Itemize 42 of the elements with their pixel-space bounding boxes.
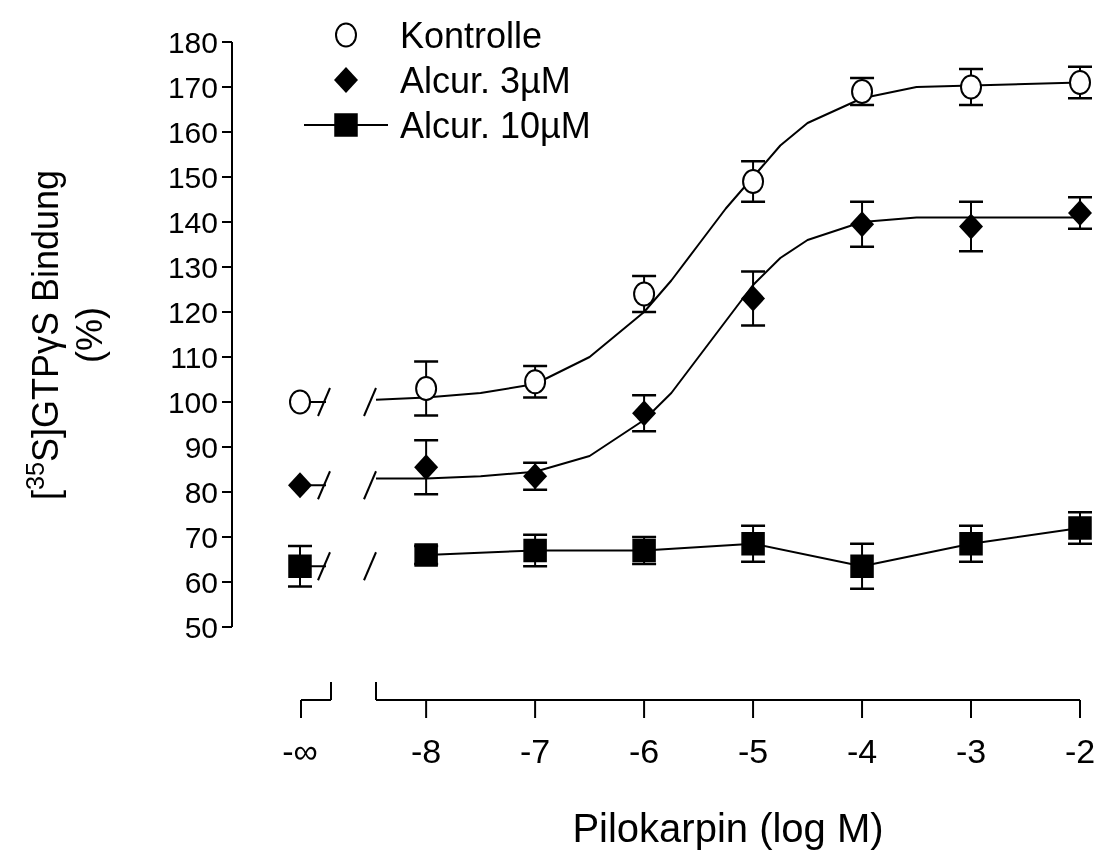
point	[1068, 516, 1092, 540]
x-tick-label: -∞	[282, 732, 318, 770]
legend-label: Alcur. 10µM	[400, 104, 591, 146]
y-tick-label: 180	[167, 25, 218, 59]
y-tick-label: 160	[167, 115, 218, 149]
y-tick-label: 50	[184, 610, 218, 644]
y-tick-label: 120	[167, 295, 218, 329]
y-tick-label: 130	[167, 250, 218, 284]
point	[741, 532, 765, 556]
y-tick-label: 140	[167, 205, 218, 239]
y-tick-label: 90	[184, 430, 218, 464]
point	[959, 213, 984, 240]
y-tick-label: 100	[167, 385, 218, 419]
point	[414, 454, 439, 481]
point	[850, 554, 874, 578]
x-tick-label: -4	[846, 732, 878, 770]
x-tick-label: -2	[1064, 732, 1096, 770]
y-tick-label: 150	[167, 160, 218, 194]
x-tick-label: -7	[519, 732, 551, 770]
point	[742, 169, 765, 194]
x-axis-title: Pilokarpin (log M)	[572, 806, 884, 850]
legend-label: Kontrolle	[400, 14, 543, 56]
point	[415, 376, 438, 401]
point	[524, 369, 547, 395]
y-tick-label: 60	[184, 565, 218, 599]
point	[850, 211, 875, 238]
y-tick-label: 70	[184, 520, 218, 554]
point	[960, 74, 983, 100]
point	[959, 532, 983, 556]
point	[1069, 70, 1091, 95]
x-tick-label: -5	[737, 732, 769, 770]
x-tick-label: -3	[955, 732, 987, 770]
point	[741, 285, 766, 312]
x-tick-label: -6	[628, 732, 660, 770]
y-tick-label: 80	[184, 475, 218, 509]
legend-label: Alcur. 3µM	[400, 59, 571, 101]
point	[523, 538, 547, 563]
x-tick-label: -8	[411, 732, 442, 770]
point	[633, 281, 656, 307]
y-tick-label: 170	[167, 70, 218, 104]
y-tick-label: 110	[170, 340, 218, 374]
point	[632, 400, 657, 427]
